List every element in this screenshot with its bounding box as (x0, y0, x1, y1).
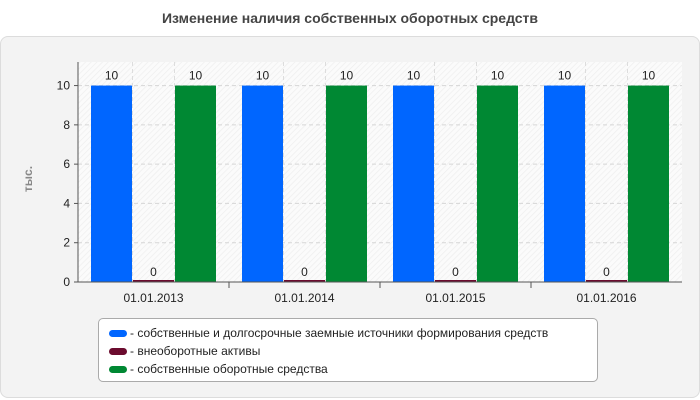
legend-item: - внеоборотные активы (99, 342, 597, 360)
x-tick-label: 01.01.2013 (123, 291, 183, 305)
bar (175, 85, 216, 282)
data-label: 0 (603, 265, 610, 279)
legend-label: - собственные оборотные средства (130, 362, 328, 376)
bar (326, 85, 367, 282)
y-tick-label: 0 (63, 275, 70, 289)
bar (91, 85, 132, 282)
data-label: 10 (105, 69, 119, 83)
x-tick-label: 01.01.2015 (425, 291, 485, 305)
data-label: 10 (340, 69, 354, 83)
data-label: 10 (189, 69, 203, 83)
bar (284, 280, 325, 282)
data-label: 0 (301, 265, 308, 279)
legend-item: - собственные и долгосрочные заемные ист… (99, 324, 597, 342)
x-tick-label: 01.01.2014 (274, 291, 334, 305)
data-label: 0 (452, 265, 459, 279)
bar (586, 280, 627, 282)
data-label: 10 (407, 69, 421, 83)
data-label: 10 (642, 69, 656, 83)
legend-label: - собственные и долгосрочные заемные ист… (130, 326, 549, 340)
bar (242, 85, 283, 282)
legend-swatch (109, 329, 127, 337)
y-tick-label: 2 (63, 236, 70, 250)
legend-swatch (109, 365, 127, 373)
legend-swatch (109, 347, 127, 355)
y-tick-label: 6 (63, 157, 70, 171)
bar (393, 85, 434, 282)
data-label: 0 (150, 265, 157, 279)
bar (544, 85, 585, 282)
bar (133, 280, 174, 282)
plot-background (78, 62, 682, 282)
y-tick-label: 10 (57, 79, 71, 93)
legend-label: - внеоборотные активы (130, 344, 261, 358)
data-label: 10 (558, 69, 572, 83)
data-label: 10 (256, 69, 270, 83)
legend-item: - собственные оборотные средства (99, 360, 597, 378)
y-tick-label: 8 (63, 118, 70, 132)
legend: - собственные и долгосрочные заемные ист… (98, 318, 598, 382)
y-axis-label: тыс. (21, 165, 35, 193)
bar (628, 85, 669, 282)
y-tick-label: 4 (63, 196, 70, 210)
chart-title: Изменение наличия собственных оборотных … (161, 10, 539, 26)
bar (435, 280, 476, 282)
bar (477, 85, 518, 282)
x-tick-label: 01.01.2016 (576, 291, 636, 305)
data-label: 10 (491, 69, 505, 83)
